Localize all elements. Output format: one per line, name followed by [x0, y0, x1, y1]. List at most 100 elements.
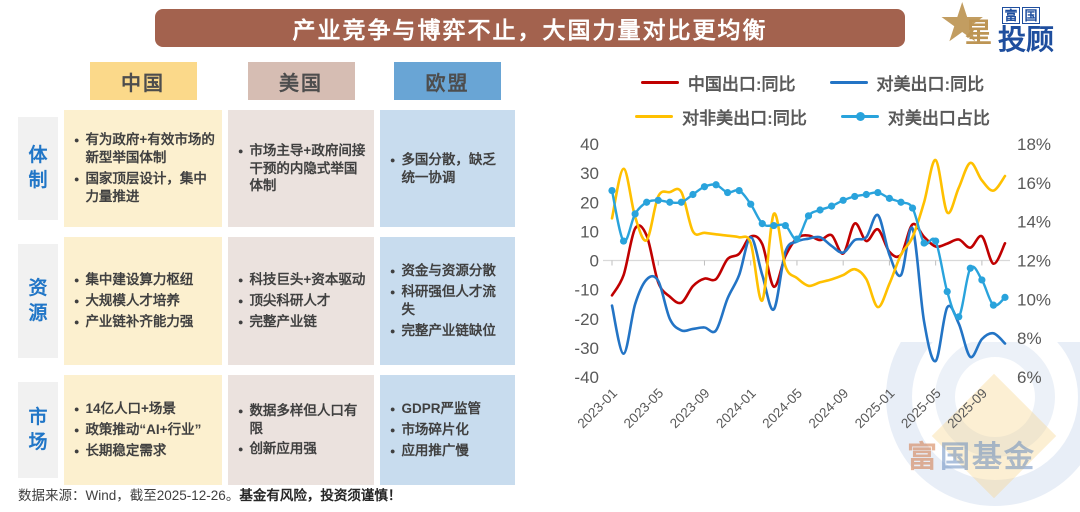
title-banner: 产业竞争与博弈不止，大国力量对比更均衡: [155, 9, 905, 47]
x-axis-tick-label: 2025-05: [898, 386, 944, 432]
x-axis-tick-label: 2025-09: [944, 386, 990, 432]
column-header-box-eu: 欧盟: [394, 62, 501, 100]
left-axis-tick-label: 30: [580, 164, 599, 183]
list-item: ● 市场主导+政府间接干预的内隐式举国体制: [238, 142, 368, 195]
bullet-text: 大规模人才培养: [85, 293, 180, 308]
row-label-char: 体: [28, 145, 48, 167]
legend-row-0: 中国出口:同比 对美出口:同比: [640, 70, 984, 95]
bullet-text: 顶尖科研人才: [249, 293, 331, 308]
series-marker-us-export-share: [666, 198, 674, 206]
table-cell-eu-row1: ● 资金与资源分散 ● 科研强但人才流失 ● 完整产业链缺位: [380, 237, 515, 365]
series-marker-us-export-share: [955, 313, 963, 321]
column-header-label: 中国: [121, 72, 165, 95]
row-label-wrap-0: 体制: [18, 110, 58, 227]
list-item: ● 14亿人口+场景: [74, 400, 216, 418]
right-axis-tick-label: 16%: [1017, 174, 1051, 193]
right-axis-tick-label: 8%: [1017, 329, 1042, 348]
bullet-text: 创新应用强: [249, 441, 317, 457]
series-marker-us-export-share: [874, 188, 882, 197]
bullet-text: 市场主导+政府间接干预的内隐式举国体制: [249, 142, 366, 194]
series-marker-us-export-share: [1001, 293, 1009, 301]
x-axis-tick-label: 2023-09: [667, 386, 713, 432]
list-item: ● 完整产业链: [238, 313, 368, 331]
right-axis-tick-label: 12%: [1017, 252, 1051, 271]
bullet-icon: ●: [238, 296, 244, 306]
list-item: ● 政策推动“AI+行业”: [74, 421, 216, 439]
list-item: ● 产业链补齐能力强: [74, 313, 216, 331]
chart-panel: 中国出口:同比 对美出口:同比 对非美出口:同比 对美出口占比 40 30 20 10 0 -1…: [545, 62, 1080, 502]
list-item: ● 资金与资源分散: [390, 262, 509, 280]
table-cell-eu-row0: ● 多国分散，缺乏统一协调: [380, 110, 515, 227]
series-marker-us-export-share: [619, 237, 628, 245]
series-marker-us-export-share: [723, 188, 732, 197]
brand-name-large: 投顾: [998, 24, 1055, 55]
legend-row-1: 对非美出口:同比 对美出口占比: [635, 104, 990, 129]
right-axis-tick-label: 6%: [1017, 368, 1042, 387]
bullet-icon: ●: [238, 444, 244, 455]
left-axis-tick-label: -30: [574, 339, 599, 358]
brand-name-small: 富国: [1002, 7, 1040, 24]
bullet-text: 长期稳定需求: [85, 443, 167, 458]
comparison-table: 中国 美国 欧盟体制 ● 有为政府+有效市场的新型举国体制 ● 国家顶层设计，集中力量推进 ●…: [18, 62, 523, 485]
column-header-label: 美国: [279, 72, 323, 95]
list-item: ● 顶尖科研人才: [238, 292, 368, 310]
bullet-icon: ●: [74, 135, 80, 146]
bullet-icon: ●: [74, 296, 80, 306]
star-icon: ★: [938, 0, 987, 53]
right-axis-tick-label: 10%: [1017, 290, 1051, 309]
bullet-text: 产业链补齐能力强: [85, 314, 194, 329]
bullet-icon: ●: [238, 275, 244, 285]
table-cell-us-row2: ● 数据多样但人口有限 ● 创新应用强: [228, 375, 374, 485]
brand-char-1: 富: [1002, 7, 1020, 24]
column-header-label: 欧盟: [425, 72, 470, 95]
row-label-wrap-1: 资源: [18, 237, 58, 365]
legend-swatch-us-export-share: [840, 112, 879, 122]
legend-marker-dot: [855, 112, 865, 122]
series-marker-us-export-share: [828, 202, 836, 210]
row-label-wrap-2: 市场: [18, 375, 58, 485]
bullet-text: 应用推广慢: [401, 443, 469, 458]
series-marker-us-export-share: [885, 194, 894, 202]
series-marker-us-export-share: [712, 181, 720, 189]
brand-logo: ★ 星 富国 投顾: [938, 0, 1078, 62]
row-label-char: 源: [28, 302, 48, 324]
list-item: ● 数据多样但人口有限: [238, 402, 368, 438]
list-item: ● 创新应用强: [238, 440, 368, 458]
table-corner-spacer: [18, 62, 58, 100]
list-item: ● 科研强但人才流失: [390, 283, 509, 319]
series-marker-us-export-share: [689, 190, 697, 199]
table-cell-us-row0: ● 市场主导+政府间接干预的内隐式举国体制: [228, 110, 374, 227]
x-axis-tick-label: 2024-05: [759, 386, 805, 432]
page-title: 产业竞争与博弈不止，大国力量对比更均衡: [292, 17, 768, 43]
list-item: ● 市场碎片化: [390, 421, 509, 439]
bullet-icon: ●: [390, 404, 396, 414]
left-axis-tick-label: 0: [590, 252, 599, 271]
footer-note: 数据来源：Wind，截至2025-12-26。基金有风险，投资须谨慎！: [18, 484, 401, 504]
series-marker-us-export-share: [804, 212, 813, 220]
series-line-us-export-yoy: [610, 213, 1007, 363]
series-marker-us-export-share: [862, 190, 870, 199]
bullet-icon: ●: [390, 325, 396, 336]
series-marker-us-export-share: [793, 235, 801, 243]
brand-char-2: 国: [1022, 7, 1040, 24]
bullet-icon: ●: [74, 404, 80, 414]
brand-star-char: 星: [965, 18, 992, 48]
series-marker-us-export-share: [631, 210, 639, 218]
bullet-text: 有为政府+有效市场的新型举国体制: [85, 132, 215, 166]
series-marker-us-export-share: [989, 301, 998, 309]
legend-item-china-export-yoy: 中国出口:同比: [640, 70, 796, 95]
column-header-box-us: 美国: [247, 62, 355, 100]
bullet-text: 科研强但人才流失: [401, 284, 496, 317]
bullet-text: 政策推动“AI+行业”: [85, 422, 202, 437]
legend-label: 对非美出口:同比: [682, 109, 807, 128]
bullet-icon: ●: [74, 317, 80, 327]
series-marker-us-export-share: [781, 221, 789, 230]
legend-item-us-export-share: 对美出口占比: [840, 104, 990, 129]
series-marker-us-export-share: [897, 198, 905, 206]
line-chart: 40 30 20 10 0 -10 -20 -30 -40 18% 16% 14% 12% 10% 8% 6%…: [574, 135, 1051, 432]
series-marker-us-export-share: [932, 237, 940, 245]
column-header-us: 美国: [228, 62, 374, 100]
x-axis-tick-label: 2024-01: [713, 386, 759, 432]
list-item: ● GDPR严监管: [390, 400, 509, 418]
bullet-icon: ●: [390, 266, 396, 277]
